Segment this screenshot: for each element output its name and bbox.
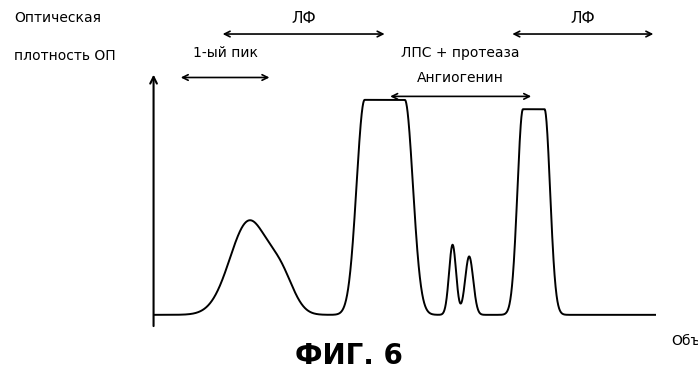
Text: 1-ый пик: 1-ый пик [193, 46, 258, 60]
Text: Оптическая: Оптическая [14, 11, 101, 25]
Text: ФИГ. 6: ФИГ. 6 [295, 342, 403, 370]
Text: плотность ОП: плотность ОП [14, 49, 116, 63]
Text: ЛФ: ЛФ [570, 11, 595, 26]
Text: ЛФ: ЛФ [291, 11, 316, 26]
Text: Ангиогенин: Ангиогенин [417, 71, 504, 85]
Text: ЛПС + протеаза: ЛПС + протеаза [401, 46, 520, 60]
Text: Объем: Объем [671, 333, 698, 347]
